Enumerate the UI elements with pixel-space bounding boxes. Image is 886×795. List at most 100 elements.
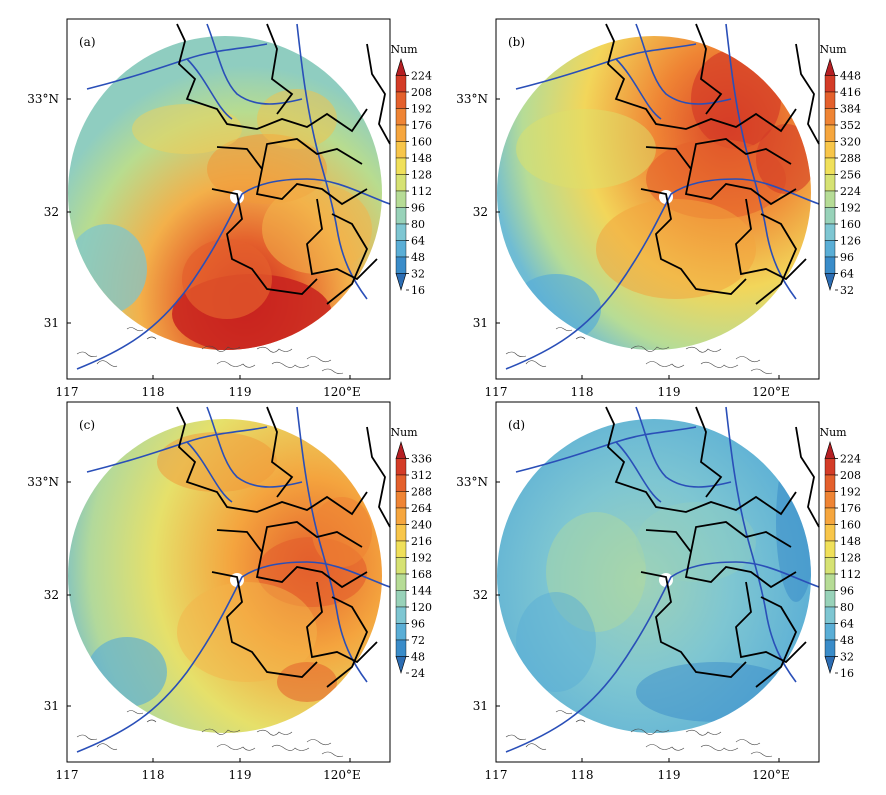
x-tick-label: 119 [658,768,681,782]
colorbar-tick-label: 24 [411,667,425,680]
colorbar-tick-label: 224 [411,70,432,83]
map-panel-d: (d) 117 118 119 120°E 33°N 32 31 Num 224 208 192 176… [456,401,861,782]
colorbar-tick-label: 96 [411,618,425,631]
y-tick-label: 33°N [27,92,59,106]
river-line [206,23,303,105]
map-panel-b: (b) 117 118 119 120°E 33°N 32 31 Num 448 416 384 352… [456,18,861,399]
panel-label-a: (a) [79,35,96,49]
colorbar-tick-label: 160 [840,218,861,231]
boundary-line [261,521,363,553]
colorbar-tick-label: 288 [411,486,432,499]
boundary-line [735,581,807,664]
colorbar-tick-label: 128 [840,552,861,565]
x-tick-label: 117 [56,768,79,782]
boundary-line [216,146,368,206]
y-tick-label: 32 [44,588,59,602]
boundary-line [695,23,723,115]
x-tick-label: 118 [142,385,165,399]
colorbar-b: Num 448 416 384 352 320 288 256 224 192 160 126 96 64… [819,43,861,297]
river-line [635,23,732,105]
boundary-line [366,426,391,528]
boundary-line [326,213,369,305]
x-tick-label: 119 [658,385,681,399]
colorbar-tick-label: 192 [411,103,432,116]
colorbar-tick-label: 16 [411,284,425,297]
boundary-line [645,529,797,589]
river-line [186,58,233,120]
x-tick-label: 118 [571,385,594,399]
boundary-line [211,188,318,295]
river-line [515,43,697,90]
colorbar-tick-label: 416 [840,86,861,99]
x-tick-label: 117 [56,385,79,399]
x-tick-label: 119 [229,768,252,782]
colorbar-tick-label: 64 [411,235,425,248]
colorbar-tick-label: 48 [411,251,425,264]
colorbar-tick-label: 144 [411,585,432,598]
colorbar-tick-label: 176 [840,502,861,515]
colorbar-tick-label: 48 [840,634,854,647]
boundary-line [266,406,294,498]
boundary-line [605,406,797,516]
colorbar-tick-label: 160 [840,519,861,532]
colorbar-tick-label: 126 [840,235,861,248]
colorbar-tick-label: 224 [840,185,861,198]
river-line [725,406,797,683]
y-tick-label: 33°N [456,475,488,489]
boundary-line [695,406,723,498]
y-tick-label: 31 [44,699,59,713]
boundary-line [261,138,363,170]
colorbar-tick-label: 208 [411,86,432,99]
colorbar-tick-label: 336 [411,453,432,466]
y-tick-label: 33°N [456,92,488,106]
river-line [635,406,732,488]
colorbar-tick-label: 448 [840,70,861,83]
boundary-line [216,529,368,589]
river-line [206,406,303,488]
map-frame [495,401,820,763]
map-panel-a: (a) 117 118 119 120°E 33°N 32 31 Num 224 208 192 176… [27,18,432,399]
boundary-line [605,23,797,133]
boundary-line [690,521,792,553]
boundary-line [306,581,378,664]
colorbar-unit: Num [390,426,418,439]
x-tick-label: 119 [229,385,252,399]
colorbar-tick-label: 312 [411,469,432,482]
colorbar-d: Num 224 208 192 176 160 148 128 112 96 80 64 48 32 16 [819,426,861,680]
colorbar-tick-label: 64 [840,268,854,281]
colorbar-tick-label: 64 [840,618,854,631]
colorbar-tick-label: 176 [411,119,432,132]
colorbar-tick-label: 288 [840,152,861,165]
boundary-line [735,198,807,281]
boundary-line [366,43,391,145]
colorbar-tick-label: 168 [411,568,432,581]
colorbar-tick-label: 192 [411,552,432,565]
y-tick-label: 31 [44,316,59,330]
boundary-line [795,426,820,528]
y-tick-label: 31 [473,699,488,713]
panel-label-c: (c) [79,418,95,432]
boundary-line [640,188,747,295]
river-line [615,441,662,503]
colorbar-tick-label: 32 [840,284,854,297]
y-tick-label: 33°N [27,475,59,489]
boundary-line [690,138,792,170]
colorbar-tick-label: 112 [840,568,861,581]
map-frame [66,401,391,763]
colorbar-tick-label: 72 [411,634,425,647]
river-line [296,23,368,300]
x-tick-label: 120°E [323,768,361,782]
map-frame [66,18,391,380]
boundary-line [176,406,368,516]
map-panel-c: (c) 117 118 119 120°E 33°N 32 31 Num 336 312 288 264… [27,401,432,782]
boundary-line [755,213,798,305]
panel-label-b: (b) [508,35,525,49]
colorbar-tick-label: 148 [840,535,861,548]
boundary-line [266,23,294,115]
colorbar-tick-label: 120 [411,601,432,614]
boundary-line [326,596,369,688]
colorbar-tick-label: 352 [840,119,861,132]
colorbar-tick-label: 160 [411,136,432,149]
y-tick-label: 32 [44,205,59,219]
colorbar-tick-label: 224 [840,453,861,466]
